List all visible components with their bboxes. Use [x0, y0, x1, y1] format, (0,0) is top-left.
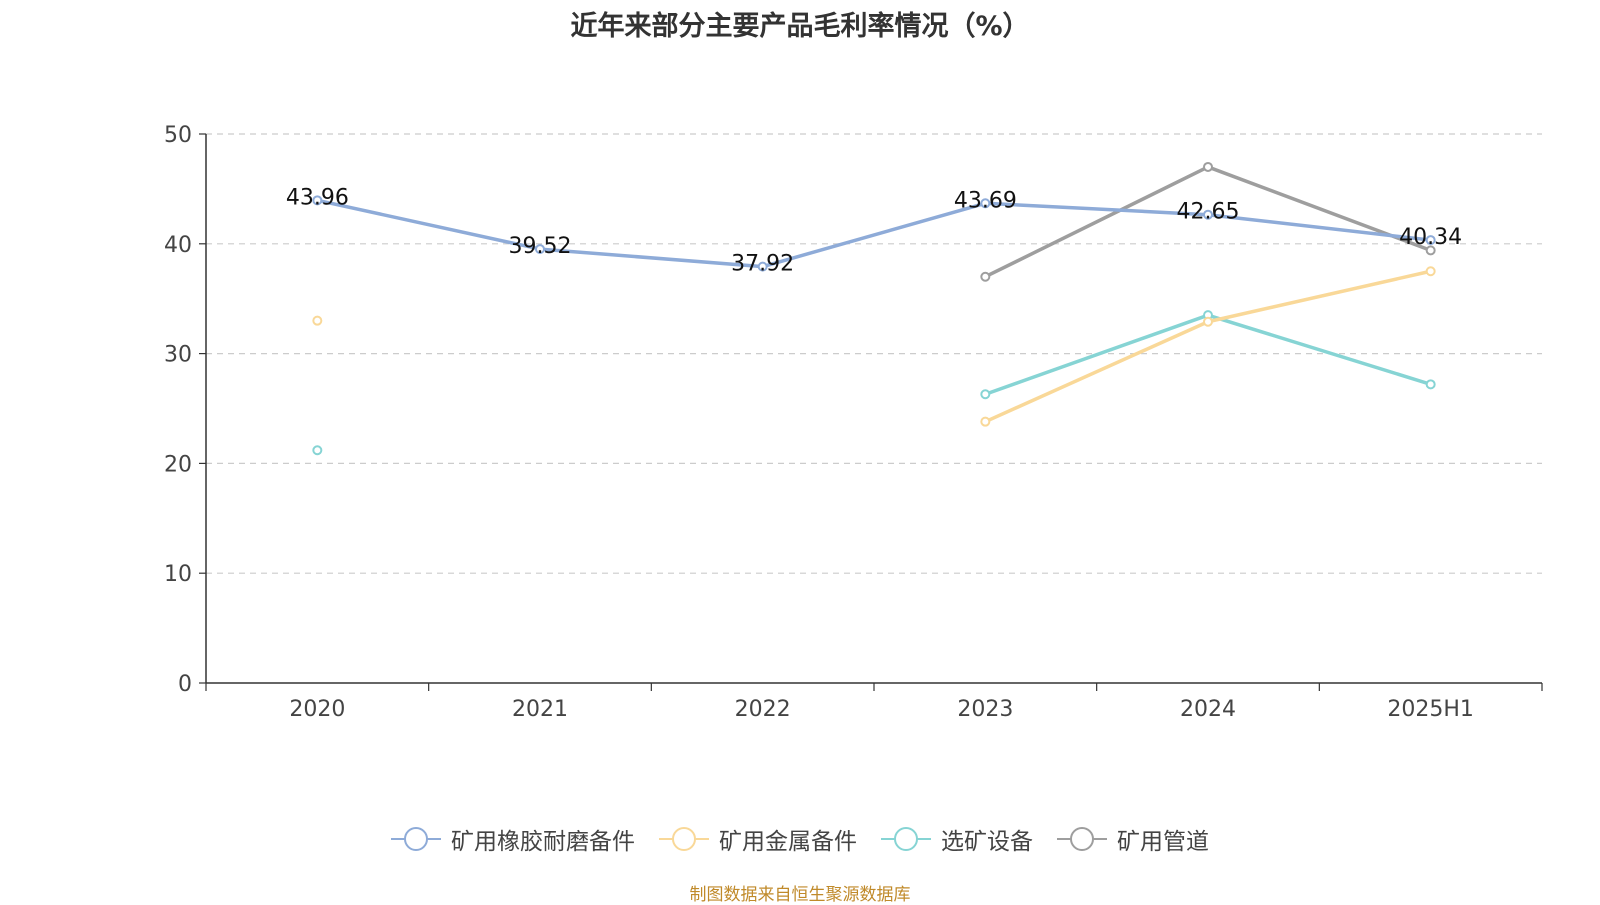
legend-item[interactable]: 矿用管道 [1057, 822, 1209, 856]
y-tick-label: 0 [178, 672, 192, 697]
x-tick-label: 2021 [512, 697, 568, 722]
y-tick-label: 50 [164, 123, 192, 148]
data-point [757, 261, 768, 272]
x-tick-label: 2025H1 [1387, 697, 1474, 722]
legend-item[interactable]: 选矿设备 [881, 822, 1033, 856]
data-point [980, 416, 991, 427]
data-point [1425, 266, 1436, 277]
y-tick-label: 40 [164, 233, 192, 258]
data-point [1203, 316, 1213, 327]
data-label: 40.34 [1399, 225, 1462, 250]
series-line [984, 313, 1432, 396]
data-point [312, 315, 323, 326]
y-tick-label: 30 [164, 343, 192, 368]
legend-symbol-icon [881, 827, 931, 851]
y-tick-label: 20 [164, 452, 192, 477]
data-label: 43.69 [954, 188, 1017, 213]
data-point [1425, 235, 1436, 246]
legend-label: 选矿设备 [941, 829, 1033, 855]
y-tick-label: 10 [164, 562, 192, 587]
legend-label: 矿用橡胶耐磨备件 [451, 829, 635, 855]
data-label: 39.52 [509, 234, 572, 259]
x-tick-label: 2020 [289, 697, 345, 722]
data-point [1425, 245, 1436, 256]
x-tick-label: 2024 [1180, 697, 1236, 722]
source-note: 制图数据来自恒生聚源数据库 [689, 885, 911, 905]
legend-label: 矿用金属备件 [719, 829, 857, 855]
data-label: 43.96 [286, 185, 349, 210]
data-point [312, 445, 323, 456]
data-point [1203, 161, 1213, 172]
x-tick-label: 2022 [735, 697, 791, 722]
series-line [316, 198, 1431, 269]
series-line [984, 269, 1432, 424]
data-point [1425, 379, 1436, 390]
legend-item[interactable]: 矿用橡胶耐磨备件 [391, 822, 635, 856]
data-point [980, 389, 991, 400]
data-point [980, 198, 991, 209]
x-tick-label: 2023 [957, 697, 1013, 722]
legend-label: 矿用管道 [1117, 829, 1209, 855]
legend-item[interactable]: 矿用金属备件 [659, 822, 857, 856]
data-point [535, 244, 545, 255]
data-point [1203, 209, 1213, 220]
data-point [980, 271, 991, 282]
data-label: 42.65 [1177, 200, 1240, 225]
data-point [312, 195, 323, 206]
legend-symbol-icon [391, 827, 441, 851]
data-label: 37.92 [731, 252, 794, 277]
legend: 矿用橡胶耐磨备件 矿用金属备件 选矿设备 矿用管道 [0, 822, 1600, 856]
legend-symbol-icon [659, 827, 709, 851]
chart-title: 近年来部分主要产品毛利率情况（%） [570, 11, 1030, 42]
legend-symbol-icon [1057, 827, 1107, 851]
